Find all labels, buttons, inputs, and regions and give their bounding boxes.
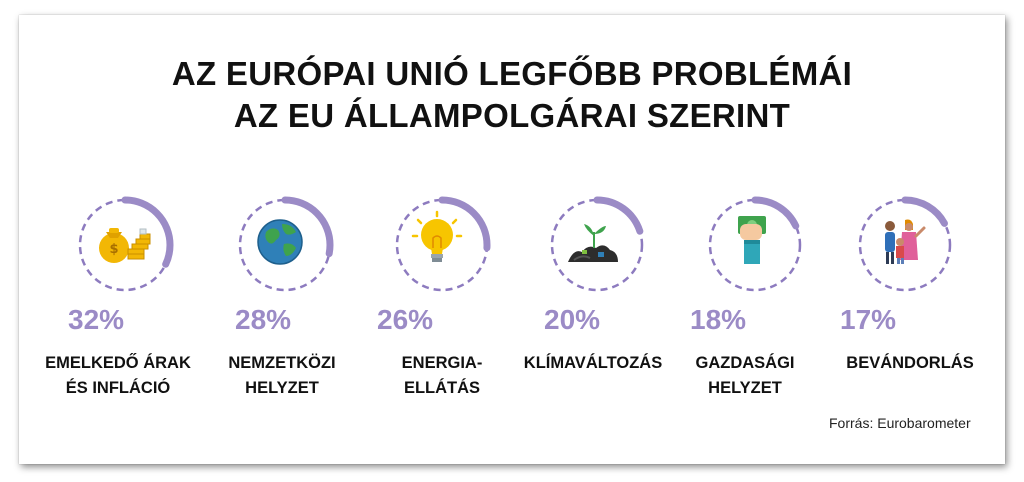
percent-value: 28% <box>235 304 292 335</box>
ring-svg <box>856 196 954 294</box>
ring-track <box>858 198 952 292</box>
progress-ring <box>387 190 497 300</box>
category-label: GAZDASÁGI HELYZET <box>665 351 825 401</box>
ring-svg <box>706 196 804 294</box>
hand-holding-money-icon <box>738 216 766 264</box>
category-label-line-1: NEMZETKÖZI <box>228 354 336 372</box>
percent-value: 20% <box>544 304 601 335</box>
percent-value: 18% <box>690 304 747 335</box>
stat-item-climate: 20% KLÍMAVÁLTOZÁS <box>507 190 667 410</box>
category-label-line-2: HELYZET <box>708 379 782 397</box>
ring-track <box>550 198 644 292</box>
sprout-in-trash-icon <box>568 224 618 262</box>
ring-progress-arc <box>393 196 491 294</box>
title-line-2: AZ EU ÁLLAMPOLGÁRAI SZERINT <box>233 97 791 134</box>
progress-ring: $ <box>70 190 180 300</box>
progress-ring <box>230 190 340 300</box>
category-label-line-2: ELLÁTÁS <box>403 379 481 397</box>
lightbulb-icon <box>411 210 463 262</box>
category-label: BEVÁNDORLÁS <box>830 351 990 376</box>
percent-value: 32% <box>68 304 125 335</box>
category-label: KLÍMAVÁLTOZÁS <box>513 351 673 376</box>
progress-ring <box>850 190 960 300</box>
ring-progress-arc <box>706 196 804 294</box>
percent-value: 26% <box>377 304 434 335</box>
ring-svg <box>236 196 334 294</box>
stat-item-energy: 26% ENERGIA- ELLÁTÁS <box>352 190 512 410</box>
migrant-family-icon <box>885 219 926 264</box>
svg-text:$: $ <box>109 242 118 257</box>
ring-progress-arc <box>856 196 954 294</box>
stat-item-inflation: $ 32% EMELKEDŐ ÁRAK ÉS INFLÁCIÓ <box>35 190 195 410</box>
category-label: NEMZETKÖZI HELYZET <box>202 351 362 401</box>
ring-progress-arc <box>236 196 334 294</box>
category-label-line-1: ENERGIA- <box>401 354 483 372</box>
category-label-line-2: HELYZET <box>245 379 319 397</box>
title-line-1: AZ EURÓPAI UNIÓ LEGFŐBB PROBLÉMÁI <box>171 55 853 92</box>
stat-item-migration: 17% BEVÁNDORLÁS <box>815 190 975 410</box>
progress-ring <box>542 190 652 300</box>
category-label-line-1: GAZDASÁGI <box>695 354 795 372</box>
category-label-line-2: ÉS INFLÁCIÓ <box>65 379 171 397</box>
category-label-line-1: BEVÁNDORLÁS <box>846 354 974 372</box>
category-label-line-1: KLÍMAVÁLTOZÁS <box>523 354 663 372</box>
category-label-line-1: EMELKEDŐ ÁRAK <box>45 354 191 372</box>
ring-progress-arc <box>76 196 174 294</box>
page-title: AZ EURÓPAI UNIÓ LEGFŐBB PROBLÉMÁI AZ EU … <box>0 53 1024 137</box>
ring-progress-arc <box>548 196 646 294</box>
infographic-card <box>19 15 1005 464</box>
ring-track <box>708 198 802 292</box>
ring-svg <box>393 196 491 294</box>
source-note: Forrás: Eurobarometer <box>829 415 971 431</box>
category-label: EMELKEDŐ ÁRAK ÉS INFLÁCIÓ <box>38 351 198 401</box>
stat-item-economy: 18% GAZDASÁGI HELYZET <box>665 190 825 410</box>
money-bag-coins-icon: $ <box>99 228 151 263</box>
percent-value: 17% <box>840 304 897 335</box>
category-label: ENERGIA- ELLÁTÁS <box>362 351 522 401</box>
progress-ring <box>700 190 810 300</box>
globe-icon <box>257 219 303 265</box>
ring-svg <box>76 196 174 294</box>
stat-item-international: 28% NEMZETKÖZI HELYZET <box>195 190 355 410</box>
ring-svg <box>548 196 646 294</box>
